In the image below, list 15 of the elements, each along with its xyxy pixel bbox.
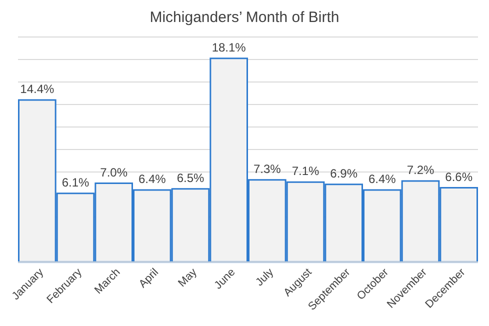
data-label: 7.2% [406,163,434,177]
data-label: 7.0% [100,165,128,180]
data-label: 18.1% [212,40,246,54]
data-label: 6.4% [138,172,166,186]
data-label: 6.1% [62,175,90,190]
data-label: 14.4% [20,82,55,96]
data-label: 7.3% [253,162,282,176]
data-label: 6.4% [368,172,396,186]
data-label: 6.6% [445,170,473,184]
data-label: 6.9% [330,166,358,180]
chart-title: Michiganders’ Month of Birth [150,9,340,26]
x-tick-label: July [254,266,276,289]
data-label: 7.1% [292,164,320,178]
data-label: 6.5% [176,170,204,185]
x-tick-label: May [176,266,200,290]
